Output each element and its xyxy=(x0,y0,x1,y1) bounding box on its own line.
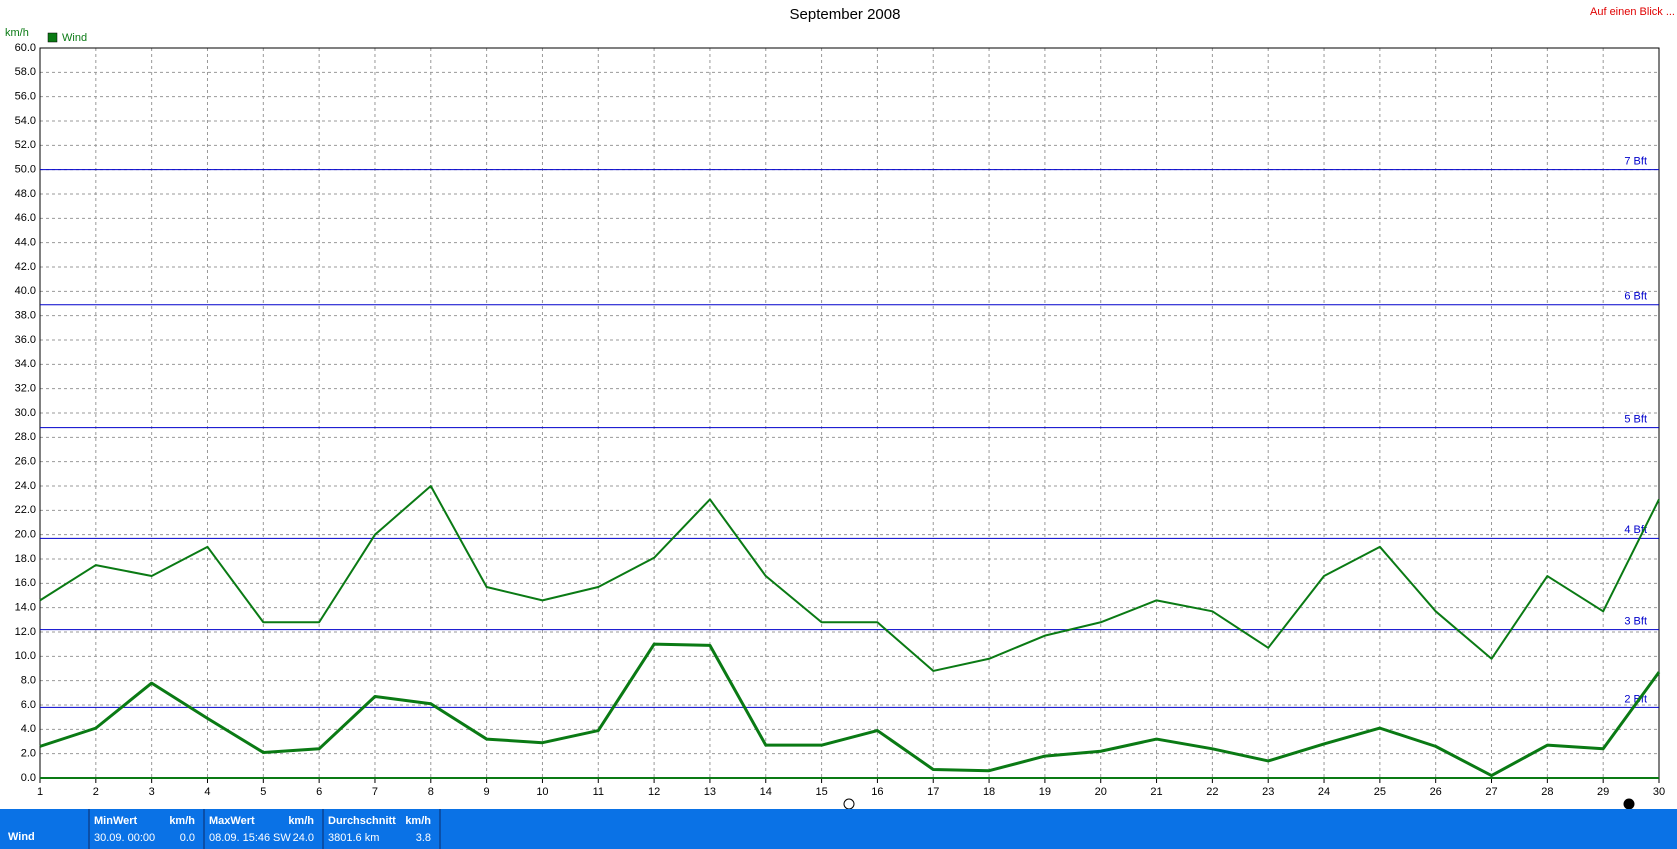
max-time: 08.09. 15:46 xyxy=(209,832,271,844)
y-tick-label: 6.0 xyxy=(21,699,36,711)
y-tick-label: 42.0 xyxy=(15,261,36,273)
beaufort-label: 6 Bft xyxy=(1624,291,1647,303)
min-time: 30.09. 00:00 xyxy=(94,832,156,844)
legend-swatch xyxy=(47,32,58,43)
x-tick-label: 30 xyxy=(1653,786,1665,798)
moon-icon xyxy=(843,798,855,809)
y-tick-label: 18.0 xyxy=(15,553,36,565)
max-unit: km/h xyxy=(288,815,314,827)
x-tick-label: 21 xyxy=(1150,786,1162,798)
summary-bar: Wind MinWert km/h 30.09. 00:00 0.0 MaxWe… xyxy=(0,809,1677,849)
x-tick-label: 5 xyxy=(260,786,266,798)
x-tick-label: 14 xyxy=(760,786,772,798)
x-tick-label: 12 xyxy=(648,786,660,798)
x-tick-label: 16 xyxy=(871,786,883,798)
y-tick-label: 32.0 xyxy=(15,383,36,395)
y-tick-label: 22.0 xyxy=(15,504,36,516)
y-tick-label: 26.0 xyxy=(15,456,36,468)
y-tick-label: 0.0 xyxy=(21,772,36,784)
y-tick-label: 14.0 xyxy=(15,602,36,614)
y-tick-label: 54.0 xyxy=(15,115,36,127)
series-line xyxy=(39,642,1661,778)
y-tick-label: 36.0 xyxy=(15,334,36,346)
x-tick-label: 18 xyxy=(983,786,995,798)
x-tick-label: 24 xyxy=(1318,786,1330,798)
moon-icon xyxy=(1623,798,1635,809)
y-tick-label: 58.0 xyxy=(15,66,36,78)
y-tick-label: 2.0 xyxy=(21,748,36,760)
avg-value: 3.8 xyxy=(415,832,431,844)
x-tick-label: 26 xyxy=(1430,786,1442,798)
x-tick-label: 6 xyxy=(316,786,322,798)
x-tick-label: 25 xyxy=(1374,786,1386,798)
min-unit: km/h xyxy=(169,815,195,827)
y-tick-label: 60.0 xyxy=(15,42,36,54)
beaufort-label: 3 Bft xyxy=(1624,615,1647,627)
y-tick-label: 44.0 xyxy=(15,237,36,249)
legend-label: Wind xyxy=(62,32,87,44)
x-tick-label: 9 xyxy=(484,786,490,798)
x-tick-label: 19 xyxy=(1039,786,1051,798)
x-tick-label: 7 xyxy=(372,786,378,798)
y-tick-label: 50.0 xyxy=(15,164,36,176)
y-tick-label: 40.0 xyxy=(15,285,36,297)
y-tick-label: 52.0 xyxy=(15,139,36,151)
x-tick-label: 29 xyxy=(1597,786,1609,798)
y-tick-label: 46.0 xyxy=(15,212,36,224)
y-tick-label: 28.0 xyxy=(15,431,36,443)
y-tick-label: 4.0 xyxy=(21,723,36,735)
series-line xyxy=(39,485,1660,672)
y-tick-label: 12.0 xyxy=(15,626,36,638)
y-tick-label: 16.0 xyxy=(15,577,36,589)
x-tick-label: 15 xyxy=(815,786,827,798)
x-tick-label: 10 xyxy=(536,786,548,798)
y-axis-label: km/h xyxy=(5,27,29,39)
x-tick-label: 22 xyxy=(1206,786,1218,798)
avg-distance: 3801.6 km xyxy=(328,832,380,844)
min-title: MinWert xyxy=(94,815,138,827)
x-tick-label: 28 xyxy=(1541,786,1553,798)
x-tick-label: 23 xyxy=(1262,786,1274,798)
x-tick-label: 3 xyxy=(149,786,155,798)
avg-unit: km/h xyxy=(405,815,431,827)
y-tick-label: 56.0 xyxy=(15,91,36,103)
beaufort-label: 7 Bft xyxy=(1624,156,1647,168)
x-tick-label: 13 xyxy=(704,786,716,798)
chart-title: September 2008 xyxy=(790,6,901,23)
y-tick-label: 20.0 xyxy=(15,529,36,541)
avg-title: Durchschnitt xyxy=(328,815,396,827)
chart: September 2008 Auf einen Blick ... km/h … xyxy=(5,6,1675,809)
x-tick-label: 11 xyxy=(593,786,604,798)
y-tick-label: 30.0 xyxy=(15,407,36,419)
beaufort-label: 5 Bft xyxy=(1624,414,1647,426)
summary-label: Wind xyxy=(8,831,35,843)
x-tick-label: 17 xyxy=(927,786,939,798)
y-tick-label: 48.0 xyxy=(15,188,36,200)
max-value: 24.0 xyxy=(292,832,314,844)
max-dir: SW xyxy=(273,832,291,844)
link[interactable]: Auf einen Blick ... xyxy=(1590,6,1675,18)
x-tick-label: 27 xyxy=(1485,786,1497,798)
y-tick-label: 34.0 xyxy=(15,358,36,370)
min-value: 0.0 xyxy=(179,832,195,844)
x-tick-label: 8 xyxy=(428,786,434,798)
x-tick-label: 2 xyxy=(93,786,99,798)
x-tick-label: 1 xyxy=(37,786,43,798)
y-tick-label: 38.0 xyxy=(15,310,36,322)
max-title: MaxWert xyxy=(209,815,255,827)
x-tick-label: 4 xyxy=(204,786,210,798)
x-tick-label: 20 xyxy=(1095,786,1107,798)
y-tick-label: 24.0 xyxy=(15,480,36,492)
y-tick-label: 10.0 xyxy=(15,650,36,662)
y-tick-label: 8.0 xyxy=(21,675,36,687)
